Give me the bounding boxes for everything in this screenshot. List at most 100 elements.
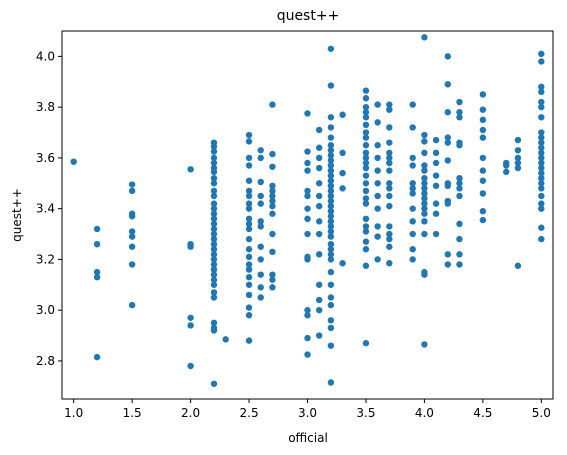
data-point xyxy=(386,106,393,113)
data-point xyxy=(210,327,218,334)
data-point xyxy=(257,154,264,162)
data-point xyxy=(93,268,101,276)
data-point xyxy=(245,138,253,145)
y-tick-label: 3.8 xyxy=(36,100,55,114)
data-point xyxy=(386,180,393,187)
y-axis: 2.8 3.0 3.2 3.4 3.6 3.8 4.0 xyxy=(36,49,62,368)
data-point xyxy=(327,82,335,89)
data-point xyxy=(210,175,218,182)
data-point xyxy=(444,139,451,146)
data-point xyxy=(421,190,428,197)
data-point xyxy=(456,114,463,121)
data-point xyxy=(210,220,218,228)
data-point xyxy=(327,218,335,225)
data-point xyxy=(421,162,428,169)
data-point xyxy=(538,205,545,212)
data-point xyxy=(538,185,545,192)
data-point xyxy=(245,253,253,261)
data-point xyxy=(304,167,311,174)
data-point xyxy=(269,192,276,200)
data-point xyxy=(245,266,253,273)
data-point xyxy=(327,213,335,220)
data-point xyxy=(479,134,487,141)
data-point xyxy=(538,83,545,91)
data-point xyxy=(304,187,311,195)
data-point xyxy=(538,235,545,243)
y-tick-label: 3.2 xyxy=(36,252,55,266)
data-point xyxy=(456,192,463,200)
data-point xyxy=(374,142,381,149)
data-point xyxy=(514,164,522,172)
data-point xyxy=(409,101,416,108)
data-point xyxy=(269,248,276,255)
data-point xyxy=(362,87,370,94)
data-point xyxy=(538,192,545,200)
data-point xyxy=(514,147,522,154)
data-point xyxy=(327,324,335,332)
data-point xyxy=(538,159,545,167)
data-point xyxy=(362,95,370,102)
data-point xyxy=(257,192,264,200)
data-point xyxy=(421,205,428,212)
data-point xyxy=(257,284,264,291)
data-point xyxy=(421,131,428,139)
data-point xyxy=(245,304,253,311)
data-point xyxy=(210,205,218,212)
data-point xyxy=(269,163,276,170)
y-tick-label: 3.4 xyxy=(36,202,55,216)
data-point xyxy=(187,166,194,173)
x-axis-label: official xyxy=(288,431,328,445)
data-point xyxy=(386,202,393,210)
plot-frame xyxy=(61,30,554,400)
data-point xyxy=(315,281,323,288)
data-point xyxy=(210,266,218,273)
y-tick-label: 3.6 xyxy=(36,151,55,165)
data-point xyxy=(339,185,346,192)
data-point xyxy=(128,233,136,240)
chart-title: quest++ xyxy=(277,8,340,24)
data-point xyxy=(128,187,136,195)
data-point xyxy=(327,197,335,205)
data-point xyxy=(362,246,370,253)
data-point xyxy=(479,154,487,162)
data-point xyxy=(456,175,463,182)
data-point xyxy=(362,187,370,195)
data-point xyxy=(245,281,253,288)
data-point xyxy=(93,240,101,248)
data-point xyxy=(538,169,545,177)
data-point xyxy=(409,162,416,169)
data-point xyxy=(432,136,440,144)
data-point xyxy=(269,101,276,108)
data-point xyxy=(538,88,545,96)
data-point xyxy=(245,312,253,319)
data-point xyxy=(538,134,545,141)
data-point xyxy=(479,167,487,174)
data-point xyxy=(444,157,451,164)
data-point xyxy=(327,167,335,174)
data-point xyxy=(315,144,323,151)
data-point xyxy=(339,111,346,118)
data-point xyxy=(327,233,335,240)
data-point xyxy=(362,339,370,347)
data-point xyxy=(245,246,253,253)
data-point xyxy=(327,342,335,349)
data-point xyxy=(327,268,335,276)
data-point xyxy=(444,182,451,190)
data-point xyxy=(245,162,253,169)
data-point xyxy=(421,138,428,145)
data-point xyxy=(456,98,463,106)
data-point xyxy=(444,53,451,60)
data-point xyxy=(245,337,253,344)
data-point xyxy=(327,294,335,301)
data-point xyxy=(374,154,381,162)
data-point xyxy=(304,230,311,238)
data-point xyxy=(210,240,218,248)
data-point xyxy=(538,175,545,182)
data-point xyxy=(374,205,381,212)
data-point xyxy=(257,223,264,230)
data-point xyxy=(269,182,276,190)
data-point xyxy=(222,336,229,343)
data-point xyxy=(210,187,218,195)
x-tick-label: 3.0 xyxy=(298,406,317,420)
data-point xyxy=(93,273,101,281)
